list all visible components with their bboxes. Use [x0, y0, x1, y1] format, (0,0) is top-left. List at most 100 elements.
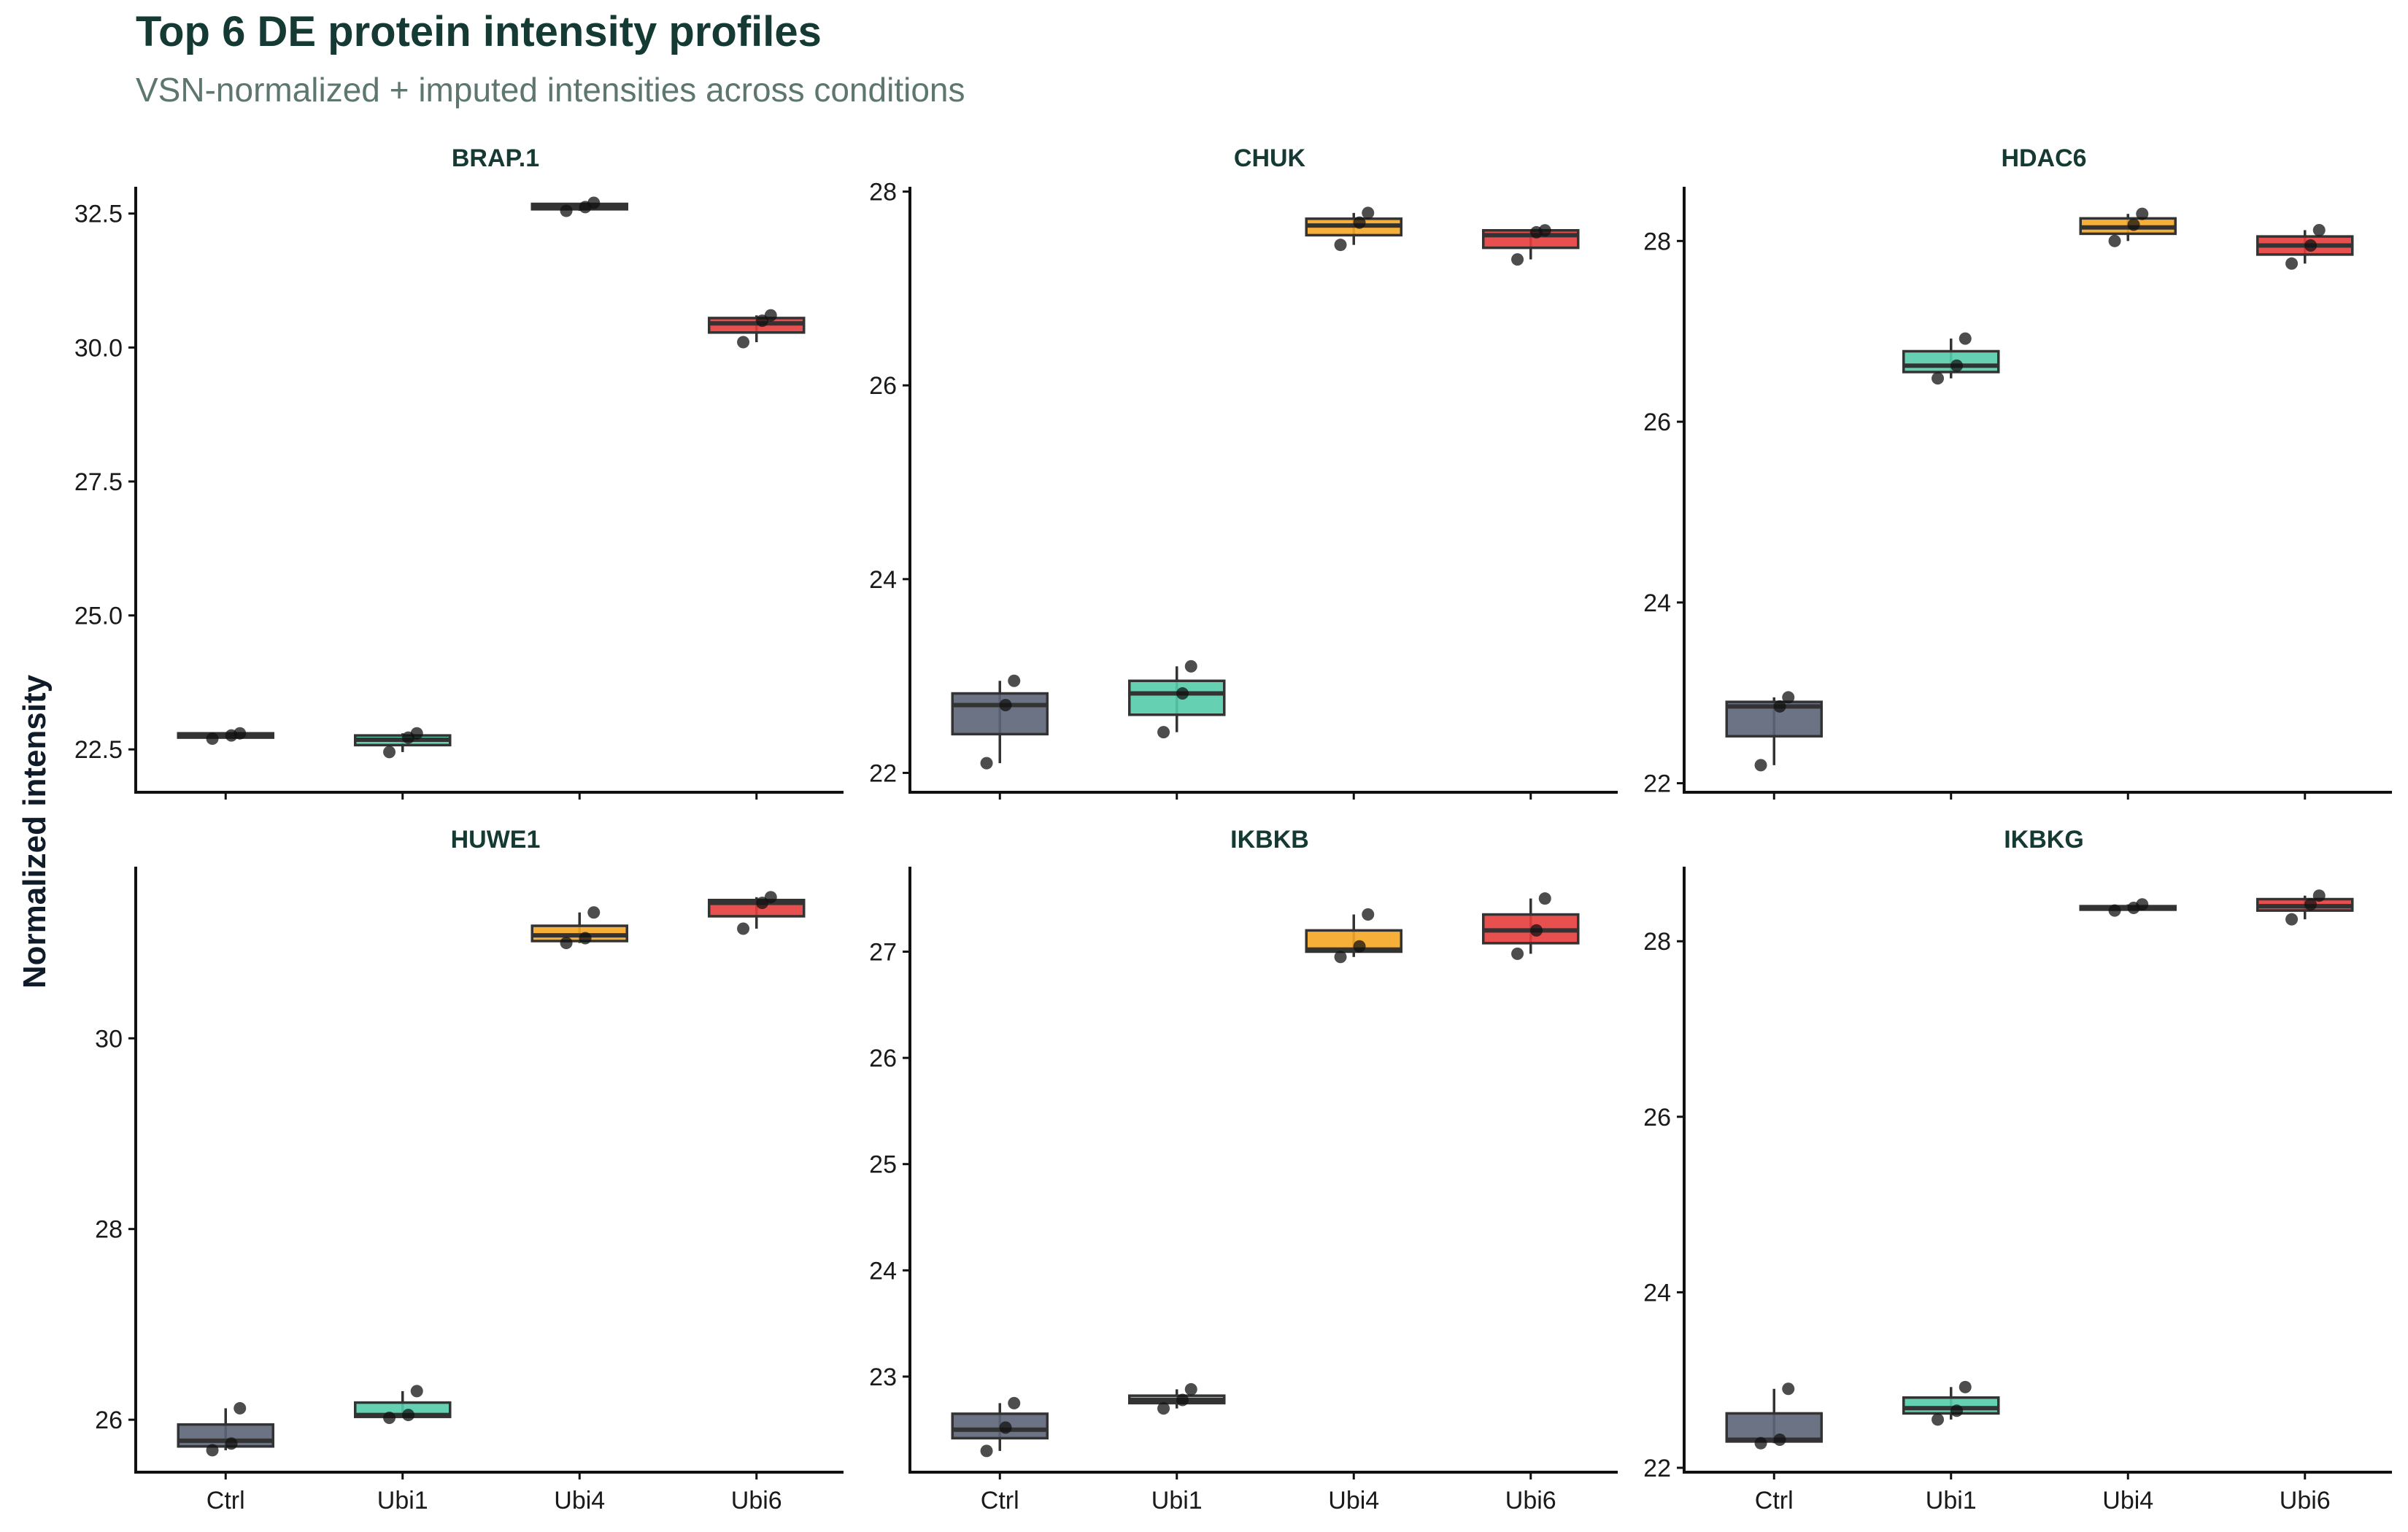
y-axis-label: Normalized intensity [17, 674, 53, 989]
data-point [206, 1444, 219, 1457]
data-point [383, 746, 396, 759]
data-point [980, 1444, 993, 1458]
y-tick-label: 24 [1643, 589, 1671, 617]
y-tick-label: 25.0 [74, 603, 123, 630]
data-point [1176, 1393, 1189, 1407]
data-point [1362, 908, 1375, 921]
y-tick-label: 30.0 [74, 334, 123, 362]
chart-subtitle: VSN-normalized + imputed intensities acr… [136, 71, 965, 109]
x-tick-label: Ubi6 [731, 1487, 782, 1514]
y-tick-label: 26 [869, 372, 897, 400]
data-point [737, 922, 750, 935]
box-iqr [1725, 1412, 1823, 1443]
facet-panel-chuk: CHUK 22 24 26 28 [869, 144, 1618, 800]
box-ubi4 [2079, 207, 2177, 247]
y-tick-label: 27.5 [74, 468, 123, 496]
box-ubi1 [1902, 1380, 2000, 1426]
data-point [1773, 700, 1786, 713]
box-ubi4 [1305, 908, 1402, 964]
box-ubi1 [1902, 332, 2000, 385]
box-ubi4 [2079, 898, 2177, 917]
data-point [2108, 904, 2121, 917]
data-point [1334, 951, 1347, 964]
data-point [764, 891, 777, 904]
data-point [410, 727, 423, 740]
data-point [206, 732, 219, 746]
facet-panel-huwe1: HUWE1 26 28 30 Ctrl Ubi1 Ubi4 Ubi6 [95, 826, 844, 1514]
facet-title: HUWE1 [451, 826, 541, 854]
y-tick-label: 30 [95, 1025, 123, 1053]
box-ubi6 [708, 891, 806, 935]
y-tick-label: 22 [869, 759, 897, 787]
data-point [1184, 1382, 1197, 1396]
y-tick-label: 28 [1643, 228, 1671, 255]
data-point [1754, 1436, 1767, 1450]
y-tick-label: 24 [869, 1257, 897, 1285]
facet-title: IKBKB [1230, 826, 1309, 854]
box-iqr [1902, 349, 2000, 374]
box-ctrl [177, 1401, 274, 1457]
data-point [1538, 224, 1551, 237]
box-ubi6 [2256, 223, 2354, 270]
data-point [1184, 659, 1197, 673]
y-tick-label: 27 [869, 938, 897, 966]
data-point [1157, 1402, 1170, 1415]
data-point [1959, 1380, 1972, 1393]
data-point [1008, 674, 1021, 687]
data-point [579, 932, 592, 945]
x-tick-label: Ctrl [207, 1487, 245, 1514]
data-point [2304, 898, 2318, 911]
y-tick-label: 25 [869, 1151, 897, 1179]
data-point [2108, 234, 2121, 247]
data-point [2136, 207, 2149, 220]
facet-panel-brap-1: BRAP.1 22.5 25.0 27.5 30.0 32.5 [74, 144, 844, 800]
y-tick-label: 23 [869, 1363, 897, 1391]
data-point [1950, 359, 1964, 372]
x-tick-label: Ubi4 [554, 1487, 605, 1514]
data-point [225, 1437, 238, 1450]
data-point [1950, 1404, 1964, 1417]
y-tick-label: 32.5 [74, 201, 123, 228]
data-point [1782, 1382, 1795, 1396]
facet-title: IKBKG [2004, 826, 2084, 854]
x-tick-label: Ubi1 [1151, 1487, 1203, 1514]
box-ubi6 [708, 309, 806, 349]
box-ubi1 [1128, 659, 1226, 739]
data-point [560, 204, 573, 217]
box-ubi6 [1482, 224, 1580, 266]
data-point [1773, 1433, 1786, 1446]
data-point [1530, 924, 1543, 937]
data-point [1959, 332, 1972, 345]
data-point [1511, 253, 1524, 266]
data-point [999, 1421, 1012, 1434]
data-point [2304, 239, 2318, 252]
data-point [402, 1409, 415, 1422]
data-point [737, 336, 750, 349]
x-tick-label: Ubi1 [1926, 1487, 1977, 1514]
facet-panel-hdac6: HDAC6 22 24 26 28 [1643, 144, 2392, 800]
data-point [587, 196, 601, 209]
data-point [2285, 913, 2299, 926]
data-point [1362, 206, 1375, 220]
data-point [2127, 218, 2140, 231]
box-ubi4 [1305, 206, 1402, 252]
data-point [587, 906, 601, 919]
y-tick-label: 28 [869, 179, 897, 206]
y-tick-label: 26 [869, 1045, 897, 1072]
data-point [1176, 687, 1189, 700]
box-ctrl [951, 674, 1049, 770]
y-tick-label: 28 [1643, 928, 1671, 956]
data-point [2136, 898, 2149, 911]
facet-panel-ikbkg: IKBKG 22 24 26 28 Ctrl Ubi1 Ubi4 Ubi6 [1643, 826, 2392, 1514]
data-point [1538, 892, 1551, 905]
facet-title: BRAP.1 [452, 144, 539, 172]
y-tick-label: 22 [1643, 1455, 1671, 1482]
box-ctrl [951, 1396, 1049, 1458]
y-tick-label: 26 [1643, 409, 1671, 436]
data-point [1932, 372, 1945, 385]
y-tick-label: 22 [1643, 770, 1671, 798]
x-tick-label: Ubi4 [2102, 1487, 2153, 1514]
box-ctrl [177, 727, 274, 746]
y-tick-label: 22.5 [74, 736, 123, 764]
